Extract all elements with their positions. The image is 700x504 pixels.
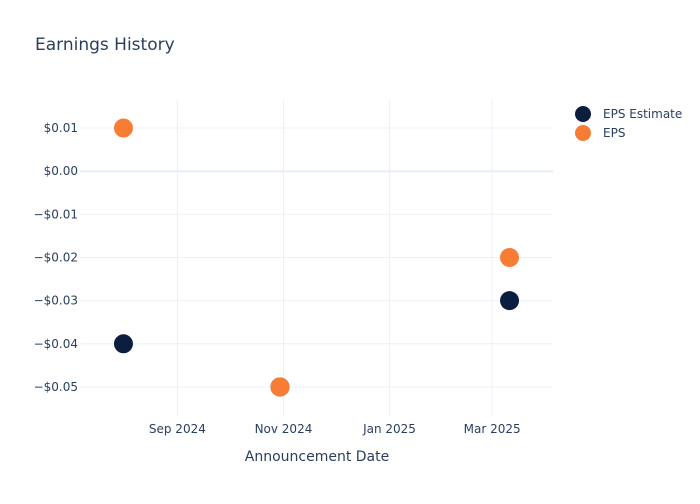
- legend-label: EPS: [603, 126, 625, 140]
- chart-title: Earnings History: [35, 35, 175, 55]
- data-point[interactable]: [500, 248, 520, 267]
- x-tick-label: Mar 2025: [464, 422, 521, 436]
- y-tick-label: −$0.03: [34, 294, 78, 308]
- legend-marker: [575, 125, 591, 141]
- grid-layer: [80, 100, 553, 415]
- data-point[interactable]: [113, 118, 133, 138]
- legend-label: EPS Estimate: [603, 107, 682, 121]
- x-tick-label: Jan 2025: [362, 422, 416, 436]
- y-tick-label: −$0.01: [34, 207, 78, 221]
- y-tick-label: $0.00: [44, 164, 78, 178]
- data-point[interactable]: [270, 377, 290, 397]
- x-tick-label: Nov 2024: [255, 422, 313, 436]
- y-tick-label: $0.01: [44, 121, 78, 135]
- legend[interactable]: EPS Estimate EPS: [575, 106, 682, 141]
- y-tick-label: −$0.02: [34, 251, 78, 265]
- data-points: [113, 118, 520, 397]
- legend-item[interactable]: EPS: [575, 125, 625, 141]
- x-tick-label: Sep 2024: [149, 422, 206, 436]
- legend-marker: [575, 106, 591, 122]
- data-point[interactable]: [500, 291, 520, 311]
- data-point[interactable]: [113, 334, 133, 354]
- y-tick-labels: $0.01 $0.00 −$0.01 −$0.02 −$0.03 −$0.04 −$0.05: [34, 121, 78, 394]
- y-tick-label: −$0.04: [34, 337, 78, 351]
- x-axis-label: Announcement Date: [245, 449, 389, 465]
- legend-item[interactable]: EPS Estimate: [575, 106, 682, 122]
- x-tick-labels: Sep 2024 Nov 2024 Jan 2025 Mar 2025: [149, 422, 521, 436]
- y-tick-label: −$0.05: [34, 380, 78, 394]
